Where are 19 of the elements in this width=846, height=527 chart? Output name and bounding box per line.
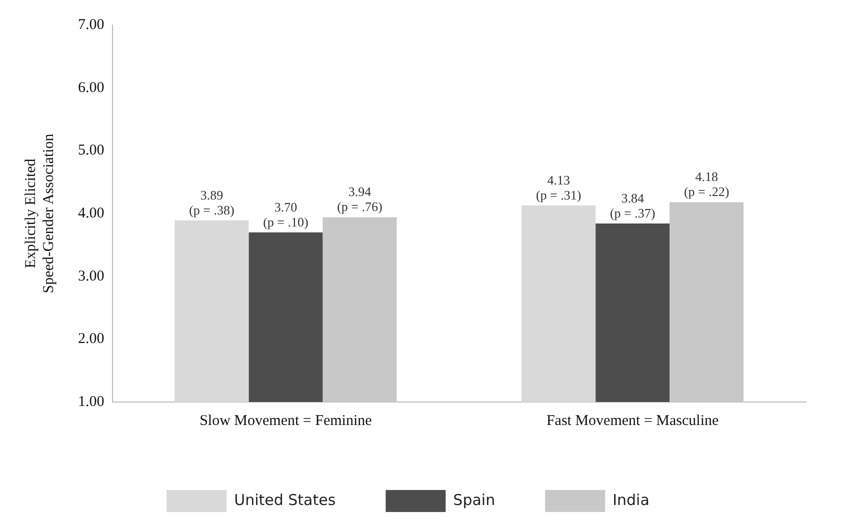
x-tick-label: Fast Movement = Masculine: [546, 412, 719, 429]
y-tick-label: 5.00: [78, 142, 104, 159]
x-tick-label: Slow Movement = Feminine: [200, 412, 372, 429]
y-tick-label: 6.00: [78, 80, 104, 96]
data-label: 3.94 (p = .76): [337, 184, 382, 214]
y-axis-title: Explicitly Elicited Speed-Gender Association: [22, 133, 57, 294]
y-tick-label: 3.00: [78, 268, 104, 284]
legend-label: United States: [234, 490, 336, 509]
legend-label: India: [612, 490, 650, 509]
y-tick-label: 1.00: [78, 394, 104, 410]
legend-label: Spain: [453, 490, 496, 509]
data-label: 3.84 (p = .37): [610, 190, 656, 220]
data-label: 4.18 (p = .22): [684, 169, 730, 200]
y-tick-label: 2.00: [78, 331, 104, 348]
data-label: 3.89 (p = .38): [189, 187, 234, 218]
data-label: 4.13 (p = .31): [536, 172, 582, 202]
data-label: 3.70 (p = .10): [263, 199, 308, 230]
y-tick-label: 4.00: [78, 205, 104, 222]
y-tick-label: 7.00: [78, 16, 104, 33]
